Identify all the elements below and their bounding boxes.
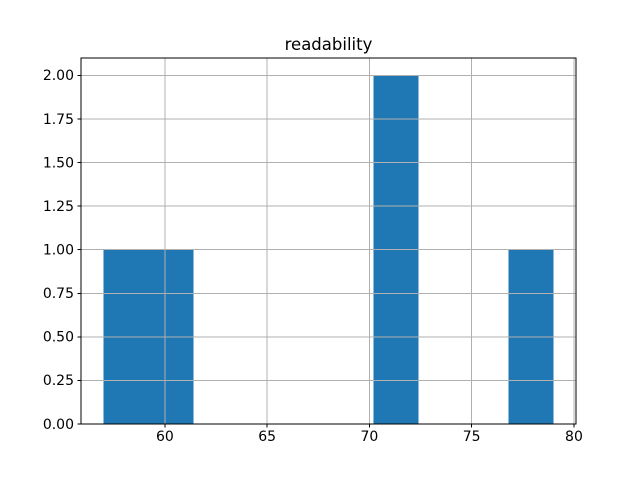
x-tick-label: 60 [156, 429, 174, 445]
y-tick-label: 1.50 [43, 155, 74, 171]
y-axis-ticks: 0.00 0.25 0.50 0.75 1.00 1.25 1.50 1.75 2.00 [43, 68, 81, 433]
y-tick-label: 2.00 [43, 68, 74, 84]
x-tick-label: 65 [258, 429, 276, 445]
axes-frame [80, 57, 577, 425]
y-tick-label: 1.75 [43, 112, 74, 128]
y-tick-label: 1.25 [43, 199, 74, 215]
y-tick-label: 0.75 [43, 286, 74, 302]
x-axis-ticks: 60 65 70 75 80 [156, 424, 583, 445]
x-tick-label: 75 [463, 429, 481, 445]
y-tick-label: 1.00 [43, 243, 74, 259]
x-tick-label: 80 [565, 429, 583, 445]
y-tick-label: 0.25 [43, 373, 74, 389]
y-tick-label: 0.50 [43, 330, 74, 346]
chart-title: readability [285, 35, 373, 54]
x-tick-label: 70 [360, 429, 378, 445]
y-tick-label: 0.00 [43, 417, 74, 433]
